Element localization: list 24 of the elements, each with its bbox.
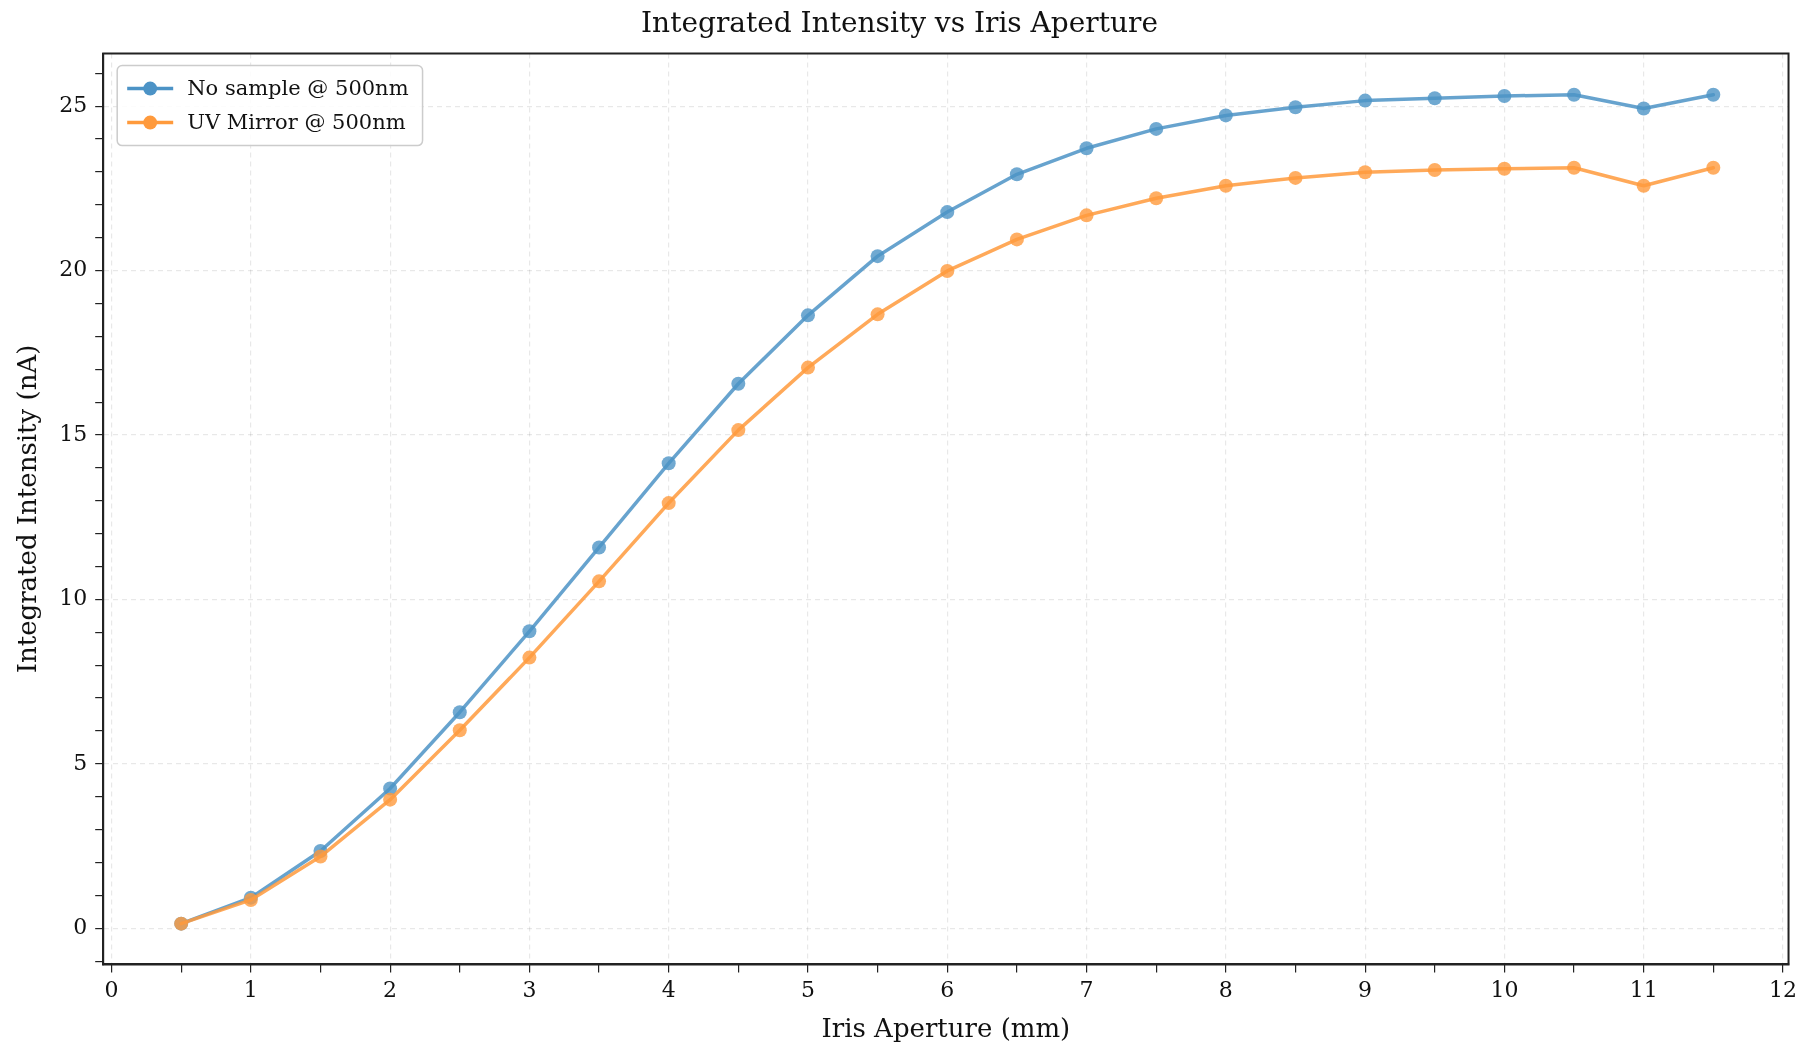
y-tick-label: 20 <box>59 256 88 282</box>
x-tick-label: 10 <box>1490 977 1519 1003</box>
y-tick-label: 5 <box>73 749 88 775</box>
x-tick-label: 9 <box>1358 977 1373 1003</box>
x-tick-label: 7 <box>1079 977 1094 1003</box>
y-tick-label: 25 <box>59 91 88 117</box>
x-tick-label: 12 <box>1768 977 1797 1003</box>
x-tick-label: 0 <box>104 977 119 1003</box>
chart-title: Integrated Intensity vs Iris Aperture <box>641 6 1158 40</box>
legend-label: UV Mirror @ 500nm <box>187 110 406 135</box>
y-tick-label: 15 <box>59 420 88 446</box>
x-tick-label: 1 <box>243 977 258 1003</box>
y-tick-label: 0 <box>73 913 88 939</box>
x-tick-label: 8 <box>1218 977 1233 1003</box>
x-tick-label: 11 <box>1629 977 1658 1003</box>
x-tick-label: 4 <box>661 977 676 1003</box>
x-axis-title: Iris Aperture (mm) <box>821 1013 1071 1044</box>
x-tick-label: 3 <box>522 977 537 1003</box>
legend-label: No sample @ 500nm <box>187 76 409 101</box>
x-tick-label: 5 <box>800 977 815 1003</box>
y-axis-title: Integrated Intensity (nA) <box>12 344 43 674</box>
x-tick-label: 2 <box>383 977 398 1003</box>
y-tick-label: 10 <box>59 585 88 611</box>
x-tick-label: 6 <box>940 977 955 1003</box>
